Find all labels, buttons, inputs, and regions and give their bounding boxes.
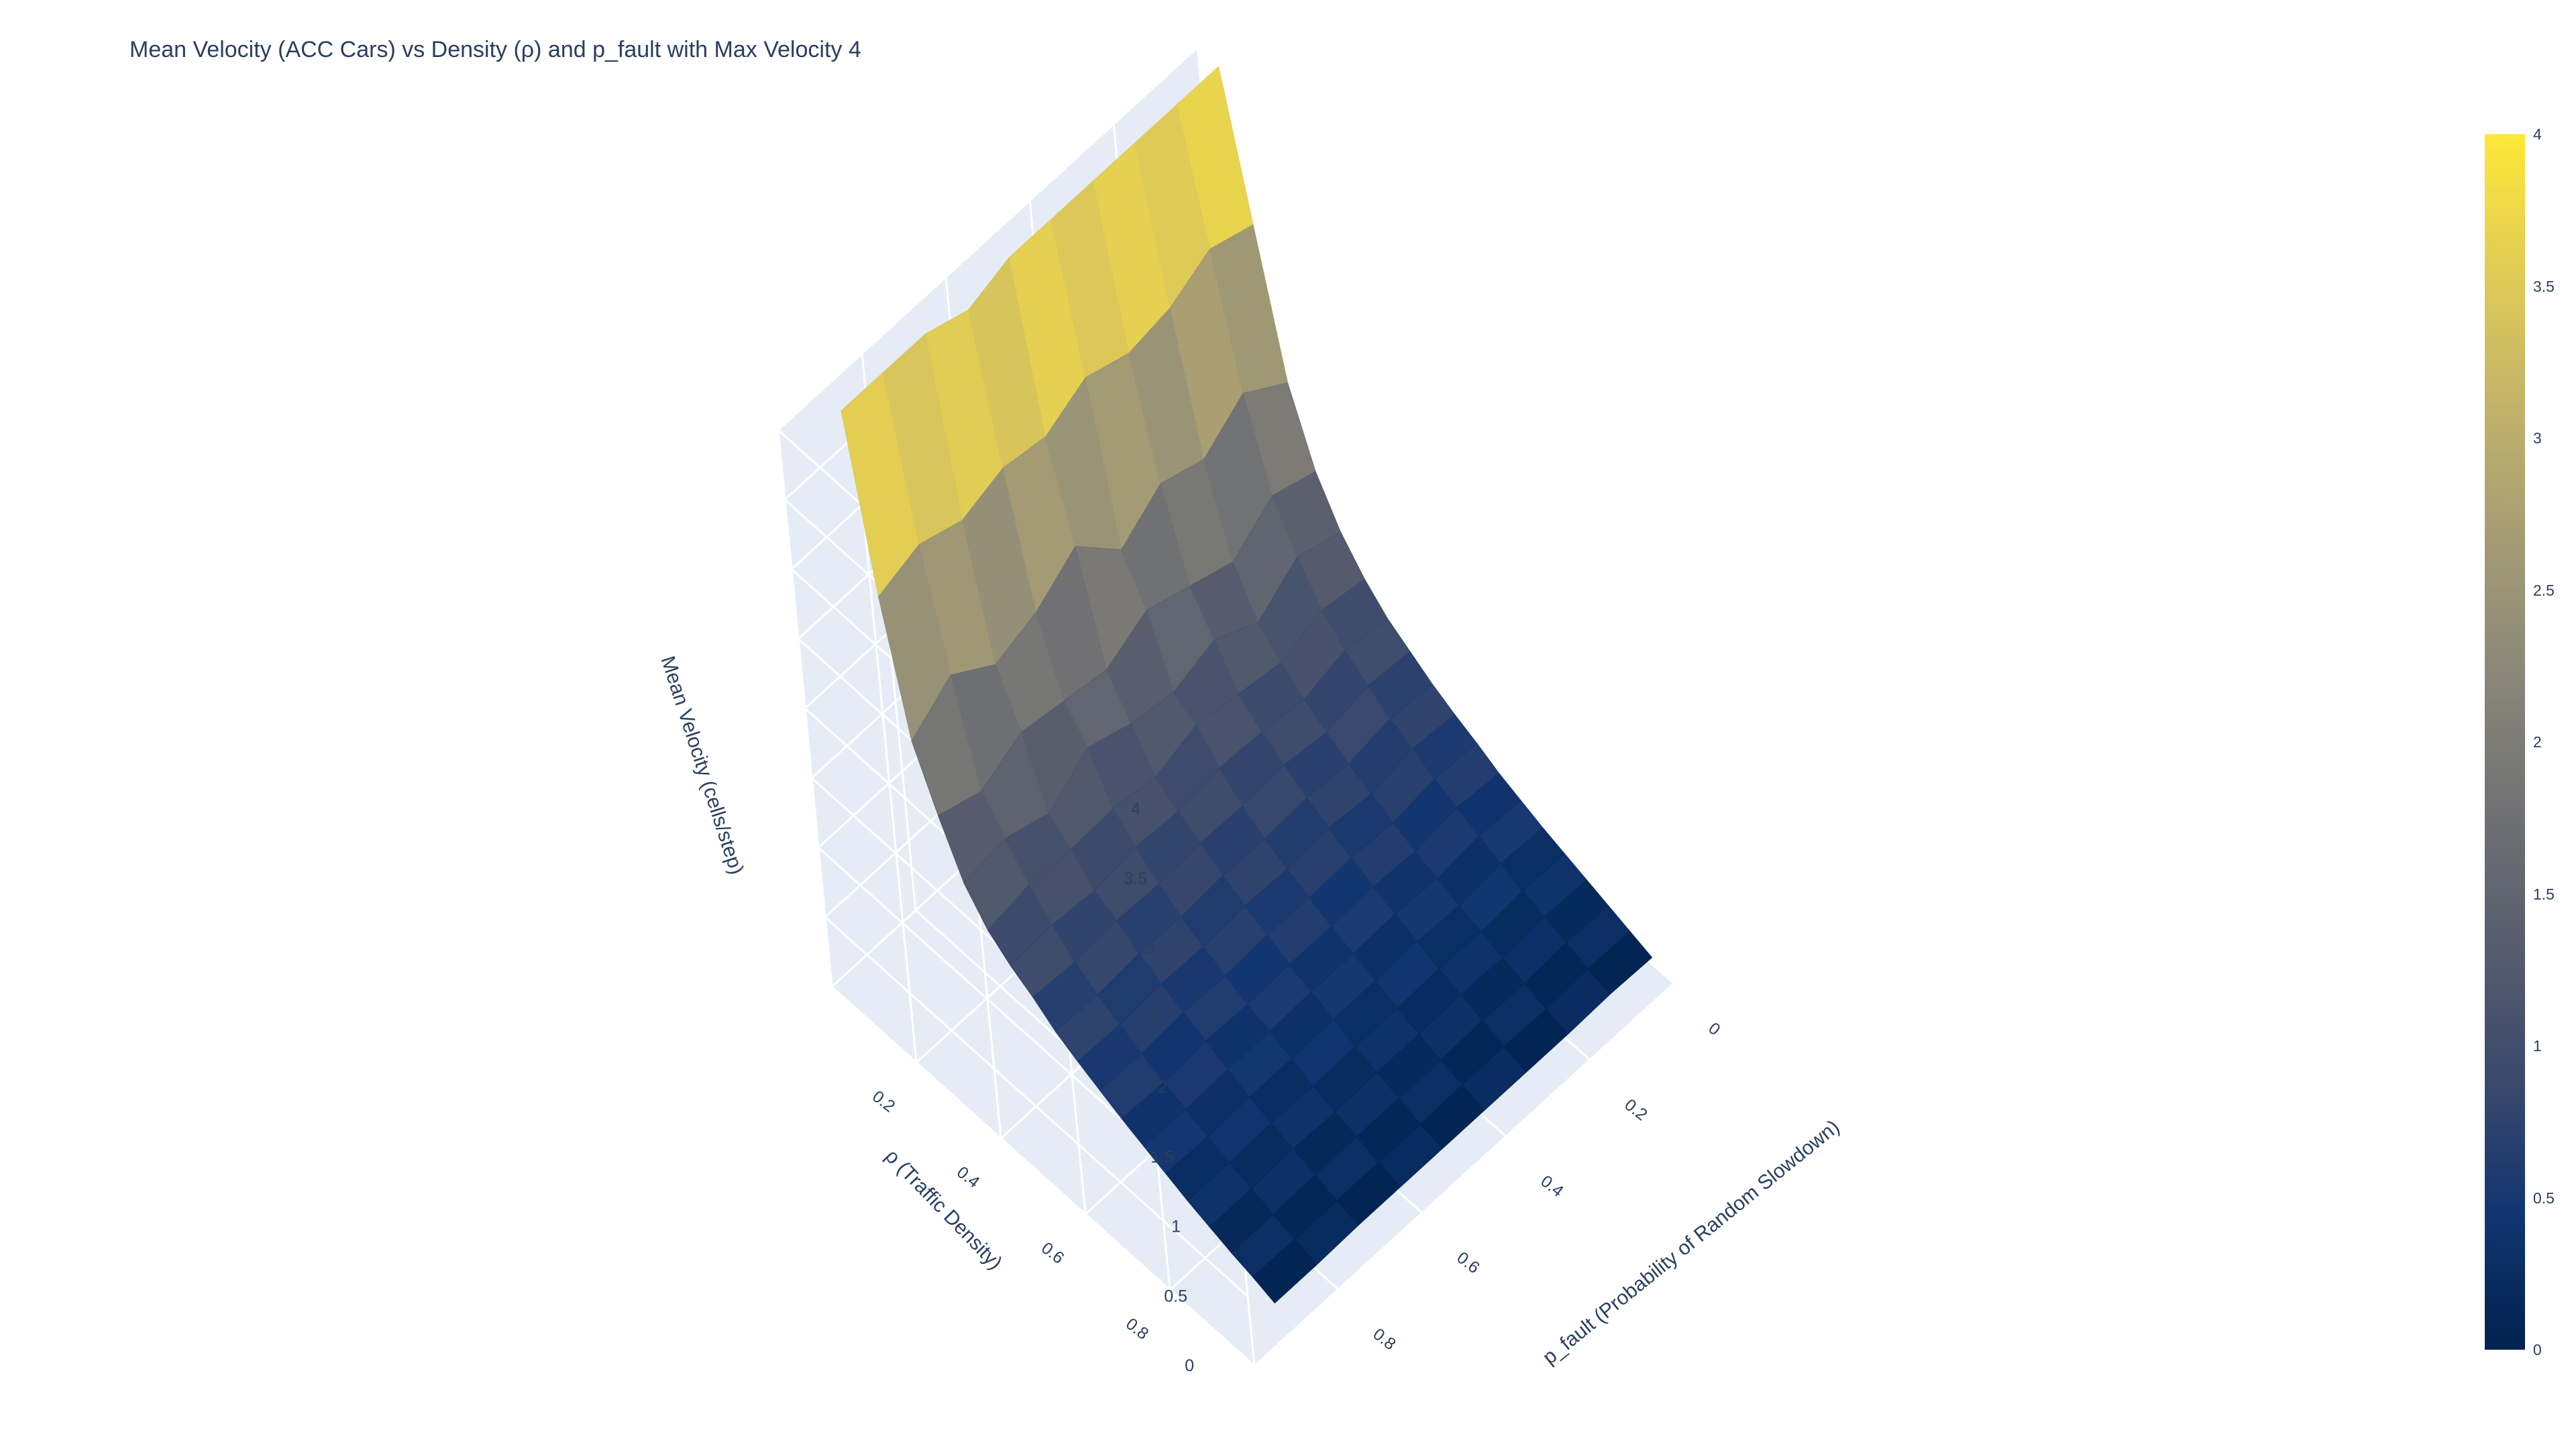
z-tick-label: 2 [1158, 1078, 1167, 1097]
z-tick-label: 3.5 [1124, 869, 1147, 888]
x-axis-title: p_fault (Probability of Random Slowdown) [1539, 1116, 1844, 1368]
colorbar-tick-label: 1.5 [2533, 885, 2555, 903]
z-tick-label: 1 [1171, 1218, 1181, 1236]
surface [841, 66, 1653, 1304]
y-tick-label: 0.4 [953, 1163, 983, 1192]
y-axis-title: ρ (Traffic Density) [881, 1145, 1006, 1274]
colorbar-tick-label: 0 [2533, 1341, 2542, 1358]
x-tick-label: 0.4 [1537, 1172, 1567, 1201]
x-tick-label: 0.6 [1453, 1248, 1483, 1277]
z-axis-title: Mean Velocity (cells/step) [656, 653, 747, 877]
colorbar-tick-label: 4 [2533, 125, 2542, 143]
z-tick-label: 4 [1131, 800, 1140, 818]
z-tick-label: 1.5 [1150, 1148, 1174, 1167]
colorbar-tick-label: 2.5 [2533, 581, 2555, 599]
z-tick-label: 0 [1185, 1356, 1194, 1375]
x-tick-label: 0.2 [1621, 1095, 1651, 1124]
z-tick-label: 2.5 [1137, 1008, 1161, 1027]
y-tick-label: 0.8 [1122, 1314, 1152, 1343]
colorbar-tick-label: 3.5 [2533, 277, 2555, 295]
z-tick-label: 3 [1144, 939, 1154, 958]
colorbar-tick-label: 1 [2533, 1037, 2542, 1055]
y-tick-label: 0.2 [869, 1087, 899, 1116]
y-tick-label: 0.6 [1038, 1238, 1068, 1267]
colorbar [2485, 134, 2525, 1350]
x-tick-label: 0 [1705, 1019, 1723, 1040]
chart-title: Mean Velocity (ACC Cars) vs Density (ρ) … [129, 37, 861, 62]
z-tick-label: 0.5 [1164, 1287, 1187, 1305]
colorbar-tick-label: 3 [2533, 429, 2542, 447]
x-tick-label: 0.8 [1369, 1325, 1399, 1354]
colorbar-tick-label: 2 [2533, 733, 2542, 751]
surface-cell [1587, 931, 1653, 996]
colorbar-tick-label: 0.5 [2533, 1189, 2555, 1207]
